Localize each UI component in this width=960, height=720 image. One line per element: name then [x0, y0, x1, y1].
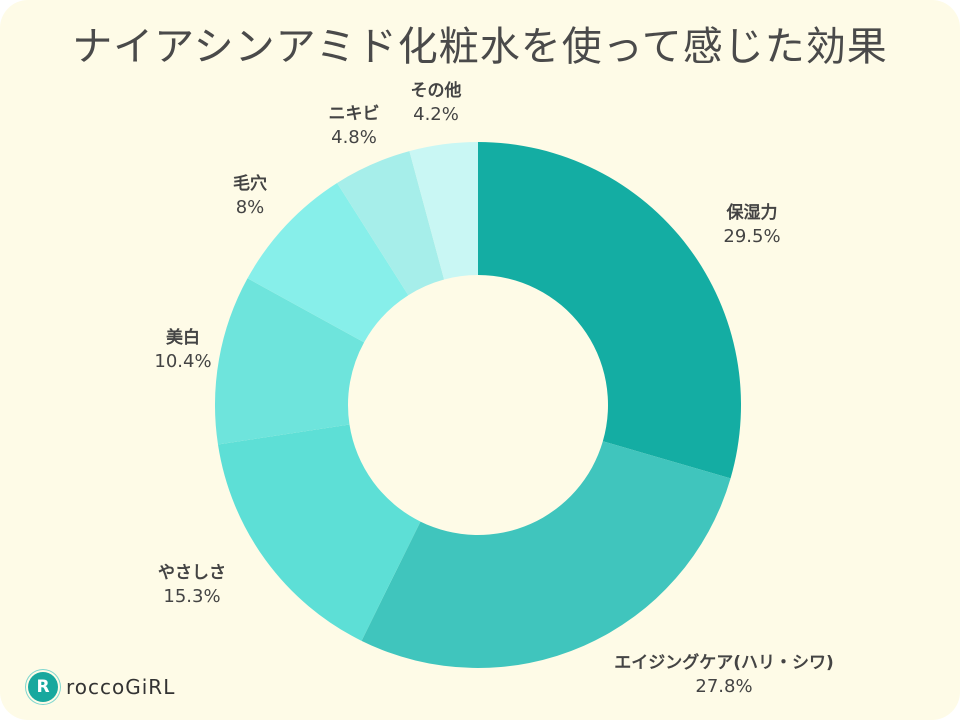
slice-value: 8% — [235, 197, 265, 218]
slice-5 — [337, 151, 445, 296]
slice-value: 29.5% — [723, 226, 781, 247]
roccogirl-logo: R roccoGiRL — [28, 672, 175, 702]
slice-2 — [217, 424, 421, 641]
slice-name: やさしさ — [158, 563, 226, 583]
slice-label: 保湿力 29.5% — [723, 201, 780, 249]
logo-text: roccoGiRL — [66, 675, 176, 699]
chart-title: ナイアシンアミド化粧水を使って感じた効果 — [72, 24, 888, 70]
slice-name: ニキビ — [328, 104, 380, 124]
slice-1 — [361, 441, 731, 669]
slice-name: 毛穴 — [233, 174, 267, 194]
slice-name: 美白 — [166, 328, 200, 348]
slice-value: 4.2% — [413, 104, 459, 125]
slice-value: 27.8% — [695, 676, 753, 697]
slice-3 — [215, 278, 365, 445]
slice-name: 保湿力 — [726, 203, 778, 223]
slice-name: その他 — [410, 81, 462, 101]
slice-value: 10.4% — [154, 351, 212, 372]
logo-mark-icon: R — [28, 672, 58, 702]
slice-value: 15.3% — [163, 586, 221, 607]
slice-value: 4.8% — [331, 127, 377, 148]
slice-4 — [247, 182, 409, 343]
slice-0 — [478, 142, 742, 479]
slice-label: ニキビ 4.8% — [329, 102, 380, 150]
slice-6 — [409, 142, 478, 280]
slice-label: その他 4.2% — [411, 79, 462, 127]
slice-label: エイジングケア(ハリ・シワ) 27.8% — [614, 651, 834, 699]
slice-label: 美白 10.4% — [154, 326, 211, 374]
slice-label: やさしさ 15.3% — [158, 561, 226, 609]
slice-label: 毛穴 8% — [233, 172, 267, 220]
slice-name: エイジングケア(ハリ・シワ) — [614, 653, 834, 673]
